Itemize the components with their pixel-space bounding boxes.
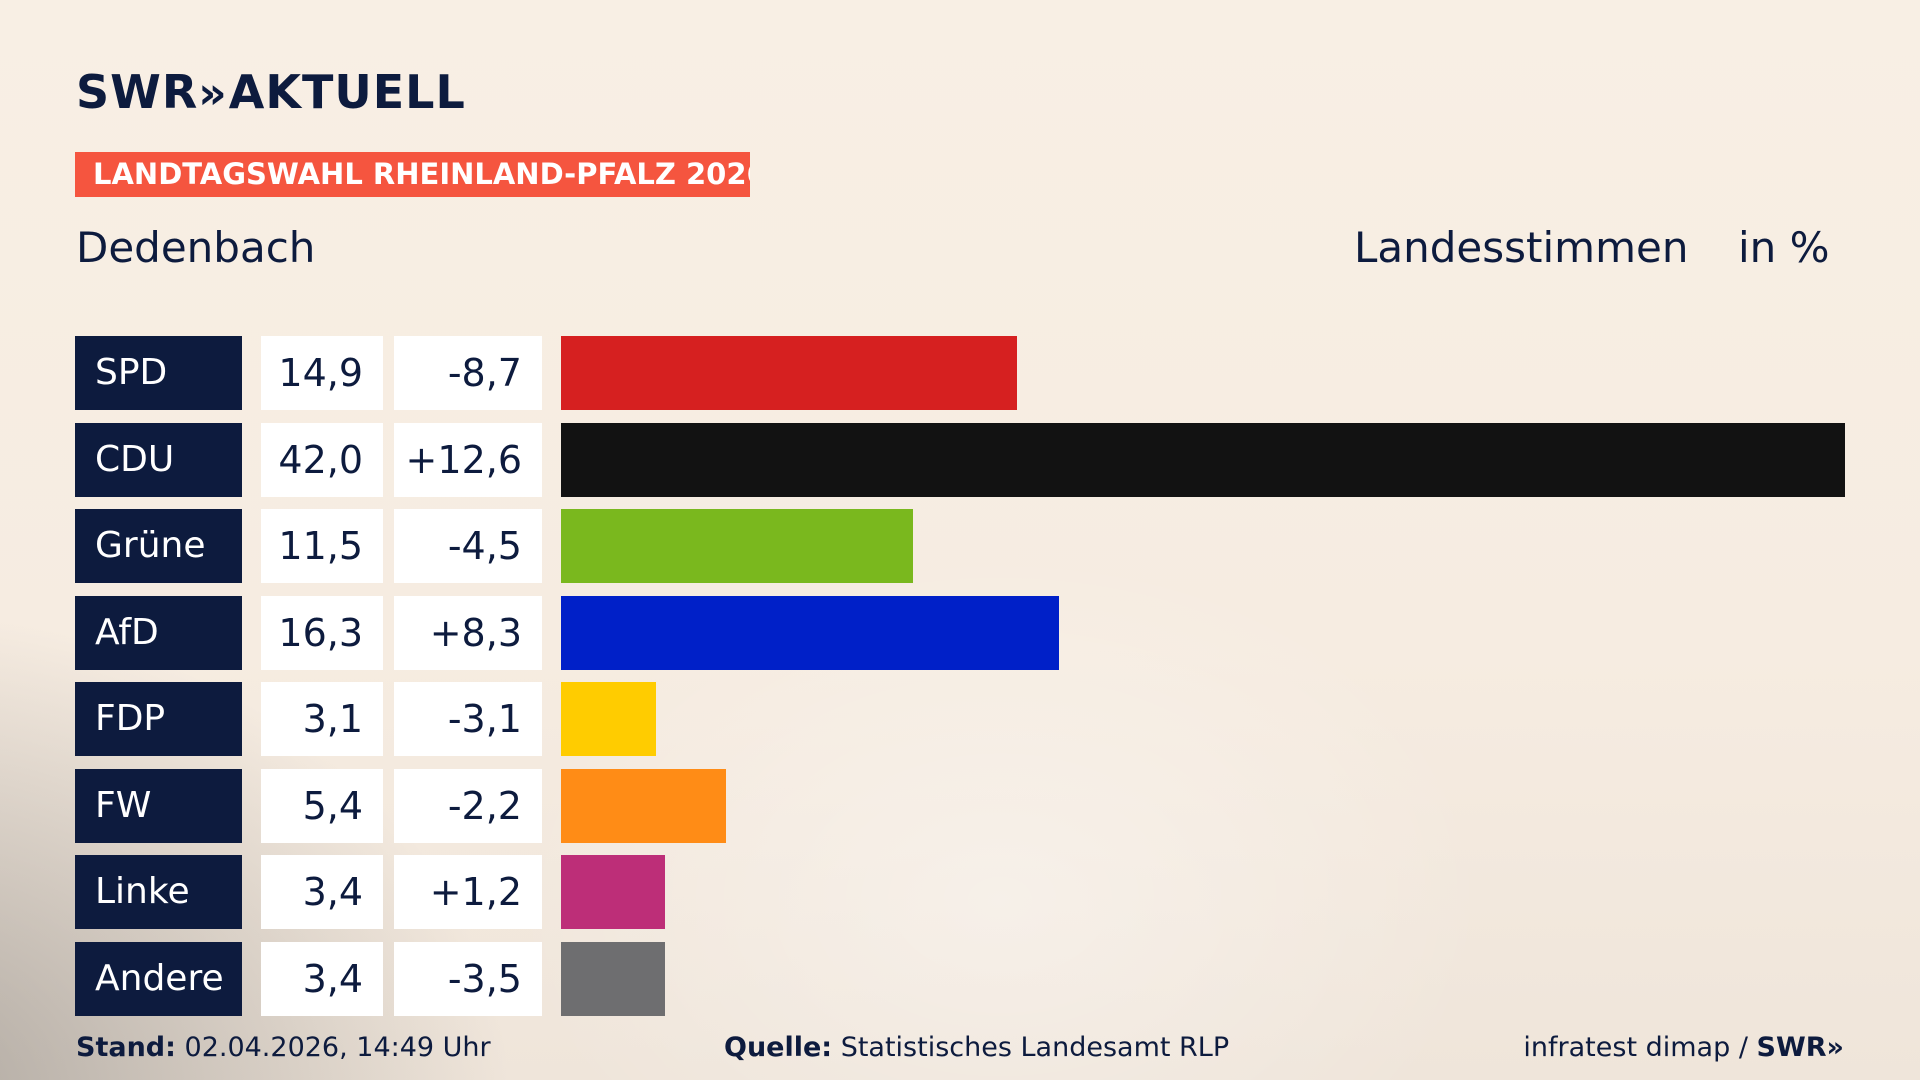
bar-linke [561, 855, 665, 929]
party-label: FDP [75, 682, 242, 756]
bar-cdu [561, 423, 1845, 497]
logo-aktuell-text: AKTUELL [228, 65, 466, 119]
credit-swr-logo: SWR» [1756, 1032, 1844, 1063]
change-value: +1,2 [394, 855, 542, 929]
party-label: CDU [75, 423, 242, 497]
source-info: Quelle: Statistisches Landesamt RLP [724, 1024, 1229, 1072]
change-value: -4,5 [394, 509, 542, 583]
stand-info: Stand: 02.04.2026, 14:49 Uhr [76, 1024, 491, 1072]
percent-value: 3,1 [261, 682, 383, 756]
source-label: Quelle: [724, 1032, 833, 1063]
percent-value: 3,4 [261, 855, 383, 929]
change-value: +12,6 [394, 423, 542, 497]
party-label: Linke [75, 855, 242, 929]
party-label: FW [75, 769, 242, 843]
vote-type-label: Landesstimmen [1354, 223, 1689, 272]
change-value: +8,3 [394, 596, 542, 670]
stand-label: Stand: [76, 1032, 176, 1063]
bar-andere [561, 942, 665, 1016]
credit-info: infratest dimap / SWR» [1523, 1024, 1844, 1072]
logo-swr-text: SWR [76, 65, 199, 119]
party-label: Grüne [75, 509, 242, 583]
bar-fw [561, 769, 726, 843]
percent-value: 16,3 [261, 596, 383, 670]
percent-value: 3,4 [261, 942, 383, 1016]
footer: Stand: 02.04.2026, 14:49 Uhr Quelle: Sta… [0, 1024, 1920, 1074]
party-label: SPD [75, 336, 242, 410]
unit-label: in % [1738, 223, 1830, 272]
bar-fdp [561, 682, 656, 756]
change-value: -3,1 [394, 682, 542, 756]
party-label: AfD [75, 596, 242, 670]
logo-chevrons-icon: » [198, 68, 227, 119]
percent-value: 14,9 [261, 336, 383, 410]
change-value: -3,5 [394, 942, 542, 1016]
bar-grüne [561, 509, 913, 583]
credit-text: infratest dimap / [1523, 1032, 1748, 1063]
bar-afd [561, 596, 1059, 670]
change-value: -2,2 [394, 769, 542, 843]
party-label: Andere [75, 942, 242, 1016]
change-value: -8,7 [394, 336, 542, 410]
source-value: Statistisches Landesamt RLP [840, 1032, 1230, 1063]
bar-spd [561, 336, 1017, 410]
percent-value: 5,4 [261, 769, 383, 843]
election-banner: LANDTAGSWAHL RHEINLAND-PFALZ 2026 [75, 152, 750, 197]
stand-value: 02.04.2026, 14:49 Uhr [184, 1032, 491, 1063]
percent-value: 11,5 [261, 509, 383, 583]
location-title: Dedenbach [76, 223, 316, 272]
percent-value: 42,0 [261, 423, 383, 497]
swr-aktuell-logo: SWR» AKTUELL [76, 66, 466, 120]
